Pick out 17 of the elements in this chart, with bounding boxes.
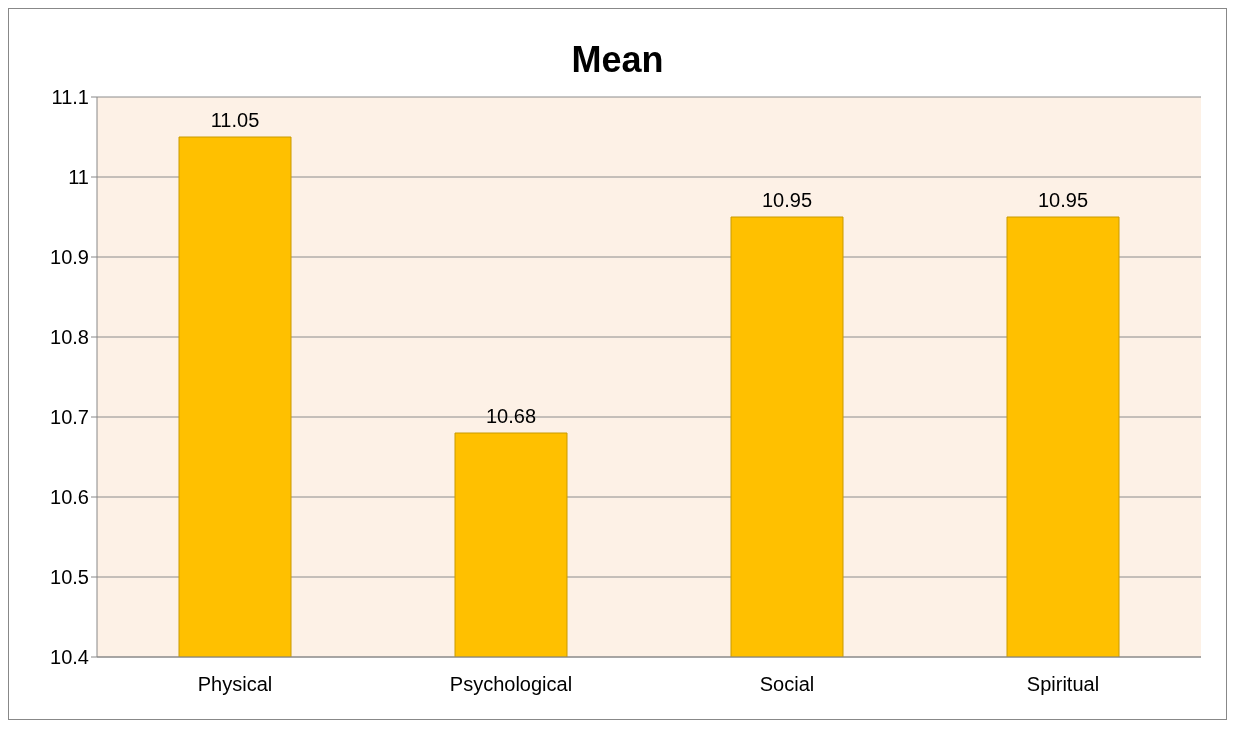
y-tick-label: 10.4 <box>50 646 89 669</box>
data-label: 10.68 <box>485 405 537 427</box>
data-label: 10.95 <box>1037 189 1089 211</box>
x-tick-label: Spiritual <box>1026 673 1100 696</box>
x-tick-label: Psychological <box>449 673 573 696</box>
y-tick-label: 10.9 <box>50 246 89 269</box>
y-tick-label: 10.5 <box>50 566 89 589</box>
y-tick-label: 10.6 <box>50 486 89 509</box>
y-tick-label: 10.7 <box>50 406 89 429</box>
x-tick-label: Physical <box>197 673 273 696</box>
y-tick-label: 10.8 <box>50 326 89 349</box>
x-tick-label: Social <box>759 673 815 696</box>
data-label: 11.05 <box>210 109 260 131</box>
y-tick-label: 11.1 <box>51 86 89 109</box>
y-tick-label: 11 <box>68 166 89 189</box>
chart-title: Mean <box>571 39 664 80</box>
data-label: 10.95 <box>761 189 813 211</box>
